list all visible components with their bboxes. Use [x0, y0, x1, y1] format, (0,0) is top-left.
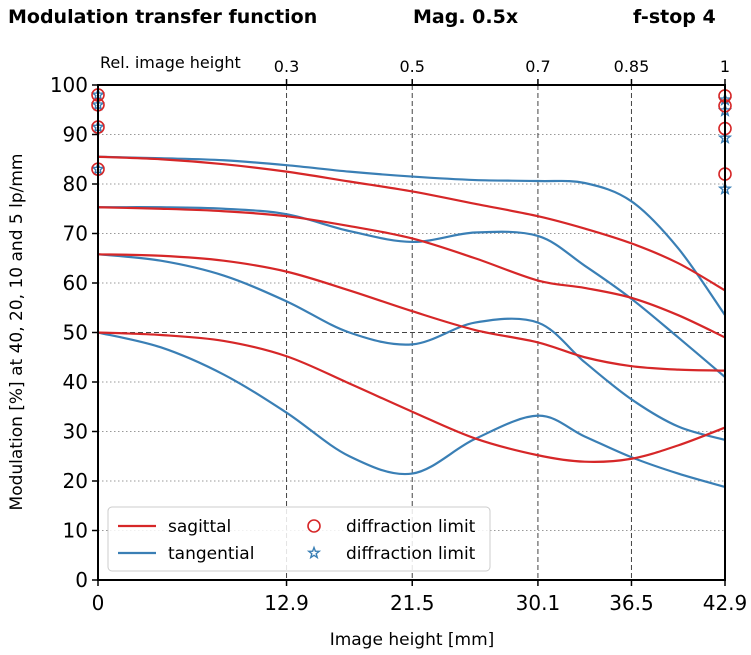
y-tick-label: 30	[63, 420, 88, 444]
magnification-label: Mag. 0.5x	[413, 6, 519, 28]
legend-label: sagittal	[168, 517, 231, 537]
x-tick-label: 36.5	[609, 591, 654, 615]
top-axis-label: Rel. image height	[100, 53, 241, 72]
legend: sagittal tangential diffraction limit diffr…	[107, 506, 491, 572]
series-lines	[97, 155, 726, 488]
fstop-label: f-stop 4	[633, 6, 716, 28]
x-tick-label: 12.9	[264, 591, 309, 615]
legend-label: tangential	[168, 544, 254, 564]
legend-star-swatch	[306, 545, 322, 560]
sagittal-line-1	[97, 206, 726, 339]
y-tick-label: 10	[63, 519, 88, 543]
tangential-line-6	[97, 253, 726, 441]
x-tick-label: 0	[92, 591, 105, 615]
diffraction-markers	[90, 87, 733, 196]
legend-label: diffraction limit	[346, 544, 476, 564]
x-tick-label: 42.9	[703, 591, 748, 615]
y-tick-label: 70	[63, 222, 88, 246]
legend-circle-swatch	[307, 519, 321, 533]
y-tick-label: 0	[75, 568, 88, 592]
sagittal-line-3	[97, 331, 726, 463]
x-axis-label: Image height [mm]	[330, 630, 495, 650]
tangential-line-5	[97, 206, 726, 378]
legend-label: diffraction limit	[346, 517, 476, 537]
top-tick-label: 0.85	[614, 57, 650, 76]
y-tick-label: 100	[50, 73, 88, 97]
top-tick-label: 1	[720, 57, 730, 76]
x-tick-label: 21.5	[390, 591, 435, 615]
tangential-line-7	[97, 331, 726, 488]
sagittal-line-2	[97, 253, 726, 372]
y-tick-label: 40	[63, 370, 88, 394]
y-axis-label: Modulation [%] at 40, 20, 10 and 5 lp/mm	[7, 154, 27, 511]
top-tick-label: 0.7	[525, 57, 550, 76]
top-tick-label: 0.5	[400, 57, 425, 76]
legend-box	[107, 506, 491, 572]
sagittal-line-0	[97, 155, 726, 292]
y-tick-label: 50	[63, 321, 88, 345]
y-tick-label: 60	[63, 271, 88, 295]
x-tick-label: 30.1	[516, 591, 561, 615]
y-tick-label: 20	[63, 469, 88, 493]
axes: 0 10 20 30 40 50 60 70 80 90 100 0 12.9 21.5 30.1 36.5 4…	[50, 57, 747, 615]
y-tick-label: 90	[63, 123, 88, 147]
chart-title: Modulation transfer function	[8, 6, 318, 28]
y-tick-label: 80	[63, 172, 88, 196]
top-tick-label: 0.3	[274, 57, 299, 76]
tangential-line-4	[97, 155, 726, 316]
